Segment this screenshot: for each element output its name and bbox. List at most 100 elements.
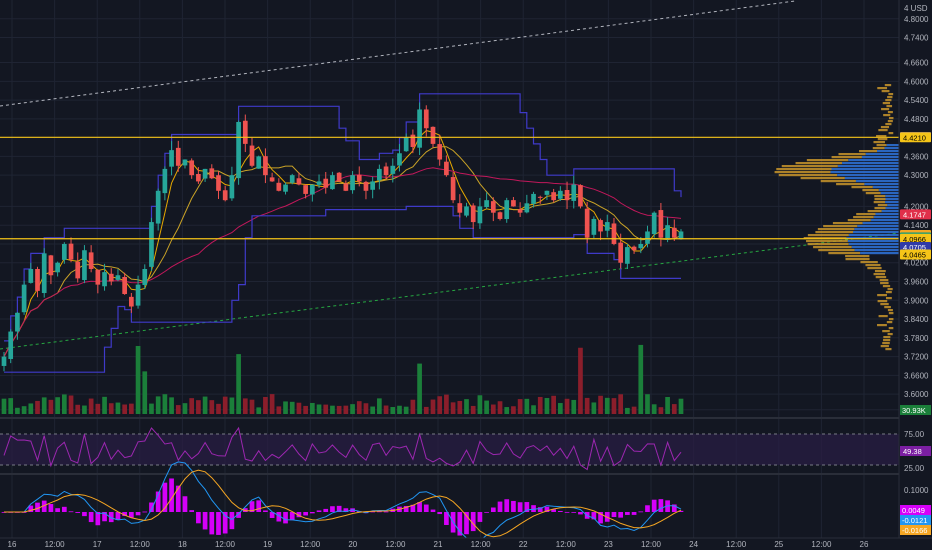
candle[interactable]: [531, 191, 536, 208]
candle[interactable]: [504, 197, 510, 223]
candle[interactable]: [249, 137, 255, 168]
candle[interactable]: [437, 134, 443, 166]
candle[interactable]: [162, 166, 168, 201]
candle[interactable]: [678, 229, 684, 240]
candle[interactable]: [289, 173, 295, 185]
candle[interactable]: [196, 167, 201, 184]
candle[interactable]: [336, 171, 342, 183]
candle[interactable]: [75, 252, 81, 283]
candle[interactable]: [129, 292, 134, 313]
candle[interactable]: [61, 242, 67, 264]
candle[interactable]: [269, 172, 275, 182]
candle[interactable]: [303, 184, 308, 199]
candle[interactable]: [216, 170, 221, 199]
candle[interactable]: [558, 186, 563, 201]
candle[interactable]: [457, 194, 463, 218]
candle[interactable]: [356, 166, 362, 187]
candle[interactable]: [82, 245, 87, 284]
candle[interactable]: [464, 202, 469, 218]
candle[interactable]: [551, 188, 556, 203]
candle[interactable]: [102, 263, 107, 291]
candle[interactable]: [671, 219, 677, 241]
candle[interactable]: [28, 262, 34, 284]
candle[interactable]: [135, 275, 141, 309]
horizontal-levels[interactable]: [0, 136, 899, 240]
candle[interactable]: [410, 129, 416, 154]
candle[interactable]: [423, 105, 429, 137]
candle[interactable]: [242, 114, 248, 153]
candle[interactable]: [256, 155, 262, 169]
candle[interactable]: [651, 211, 657, 238]
candle[interactable]: [370, 176, 376, 199]
candle[interactable]: [604, 214, 610, 238]
candle[interactable]: [584, 201, 590, 244]
candle[interactable]: [323, 171, 329, 194]
candle[interactable]: [377, 164, 382, 190]
candle[interactable]: [35, 266, 40, 298]
candle[interactable]: [48, 254, 54, 285]
candle[interactable]: [316, 174, 322, 189]
candle[interactable]: [330, 171, 335, 190]
price-tag[interactable]: 4.1747: [900, 209, 931, 220]
candle[interactable]: [1, 351, 7, 372]
candle[interactable]: [263, 148, 268, 184]
candle[interactable]: [309, 184, 315, 202]
candle[interactable]: [417, 102, 422, 156]
candle[interactable]: [490, 197, 496, 222]
candle[interactable]: [517, 202, 523, 217]
candle[interactable]: [55, 261, 60, 277]
candle[interactable]: [202, 168, 208, 182]
candle[interactable]: [591, 216, 597, 239]
candle[interactable]: [108, 268, 114, 286]
candle[interactable]: [15, 312, 20, 340]
candle[interactable]: [631, 245, 637, 254]
candle[interactable]: [175, 140, 181, 172]
candle[interactable]: [350, 171, 355, 194]
candle[interactable]: [477, 197, 483, 229]
candle[interactable]: [665, 217, 670, 243]
candle[interactable]: [283, 182, 288, 195]
candle[interactable]: [236, 120, 241, 185]
candle[interactable]: [222, 185, 228, 202]
candle[interactable]: [41, 248, 47, 298]
candle[interactable]: [142, 264, 148, 290]
time-axis[interactable]: 16 12:00 17 12:00 18 12:00 19 12:00 20 12:00 21 12:…: [0, 537, 932, 550]
candle[interactable]: [68, 237, 74, 263]
candle[interactable]: [511, 197, 516, 207]
candle[interactable]: [21, 280, 27, 315]
candle[interactable]: [470, 203, 476, 230]
candle[interactable]: [658, 202, 664, 247]
candle[interactable]: [276, 178, 282, 192]
price-tag[interactable]: 4.0705: [900, 241, 931, 252]
candle[interactable]: [618, 233, 624, 269]
candle[interactable]: [524, 194, 530, 214]
candle[interactable]: [189, 158, 195, 179]
candle[interactable]: [564, 181, 570, 210]
price-axis[interactable]: 4 USD 4.8000 4.7400 4.6600 4.6000 4.5400 4.480…: [898, 0, 932, 540]
candle[interactable]: [383, 162, 389, 180]
price-tag[interactable]: 4.0465: [900, 249, 931, 260]
candle[interactable]: [625, 243, 630, 269]
candle[interactable]: [115, 269, 121, 282]
candle[interactable]: [578, 184, 583, 209]
candle[interactable]: [611, 217, 617, 246]
candle[interactable]: [444, 155, 449, 177]
candle[interactable]: [8, 329, 14, 364]
candle[interactable]: [149, 217, 154, 271]
candle[interactable]: [450, 172, 456, 204]
candle[interactable]: [497, 211, 503, 221]
candle[interactable]: [645, 225, 650, 248]
candle[interactable]: [343, 180, 349, 192]
candle[interactable]: [598, 218, 603, 241]
candle[interactable]: [182, 159, 188, 169]
candle[interactable]: [88, 245, 94, 273]
candle[interactable]: [638, 236, 644, 254]
candlestick-series[interactable]: [1, 102, 684, 372]
candle[interactable]: [169, 141, 174, 176]
candle[interactable]: [363, 180, 369, 200]
candle[interactable]: [155, 188, 161, 231]
candle[interactable]: [544, 190, 550, 200]
candle[interactable]: [537, 195, 543, 204]
candle[interactable]: [229, 166, 235, 201]
